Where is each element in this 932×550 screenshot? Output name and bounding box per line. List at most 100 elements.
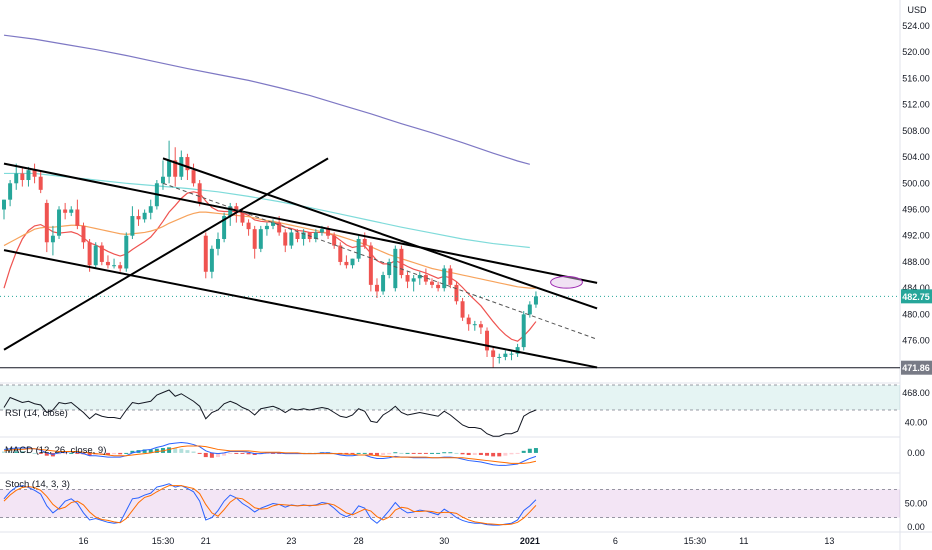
candle[interactable] <box>57 206 62 239</box>
candle[interactable] <box>20 166 25 187</box>
candle[interactable] <box>69 206 74 217</box>
candle[interactable] <box>356 235 361 262</box>
candle[interactable] <box>283 229 288 253</box>
candle[interactable] <box>271 219 276 230</box>
price-badge-bg <box>901 360 932 375</box>
candle[interactable] <box>491 347 496 368</box>
candle[interactable] <box>14 163 19 190</box>
candle[interactable] <box>460 297 465 321</box>
candle[interactable] <box>222 212 227 243</box>
candle[interactable] <box>63 202 68 220</box>
candle[interactable] <box>228 202 233 226</box>
candle[interactable] <box>167 140 172 184</box>
channel-midline[interactable] <box>162 182 598 340</box>
macd-histogram-bar <box>69 452 74 454</box>
macd-histogram-bar <box>344 452 349 455</box>
candle[interactable] <box>246 219 251 236</box>
macd-histogram-bar <box>87 452 92 456</box>
macd-histogram-bar <box>240 452 245 454</box>
candle[interactable] <box>344 255 349 269</box>
candle[interactable] <box>142 209 147 223</box>
candle[interactable] <box>515 343 520 357</box>
candle[interactable] <box>393 245 398 292</box>
candle[interactable] <box>216 232 220 256</box>
candle[interactable] <box>75 199 80 230</box>
macd-tick-label: 0.00 <box>907 448 925 458</box>
candle[interactable] <box>472 320 477 331</box>
candle[interactable] <box>264 222 269 236</box>
candle[interactable] <box>112 258 117 269</box>
candle[interactable] <box>136 209 141 226</box>
candle[interactable] <box>332 232 337 249</box>
candle[interactable] <box>527 301 532 318</box>
trend-line[interactable] <box>3 249 598 369</box>
trend-line[interactable] <box>3 157 329 351</box>
ellipse-annotation[interactable] <box>550 275 583 289</box>
macd-histogram-bar <box>20 451 25 453</box>
candle[interactable] <box>387 258 392 279</box>
candle[interactable] <box>478 320 483 335</box>
candle[interactable] <box>81 222 86 249</box>
candle[interactable] <box>430 278 434 289</box>
candle[interactable] <box>503 350 508 361</box>
candle[interactable] <box>485 327 490 357</box>
candle[interactable] <box>93 242 98 269</box>
candle[interactable] <box>442 265 447 292</box>
candle[interactable] <box>307 232 312 243</box>
candle[interactable] <box>411 275 416 292</box>
candle[interactable] <box>301 229 306 246</box>
time-tick-label: 15:30 <box>684 536 707 546</box>
macd-histogram-bar <box>112 452 117 455</box>
candle[interactable] <box>399 245 404 279</box>
macd-label: MACD (12, 26, close, 9) <box>5 445 106 456</box>
candle[interactable] <box>130 206 135 239</box>
candle[interactable] <box>2 199 6 220</box>
candle[interactable] <box>99 242 104 266</box>
candle[interactable] <box>509 350 514 361</box>
macd-histogram-bar <box>197 452 202 454</box>
candle[interactable] <box>381 271 386 295</box>
candle[interactable] <box>252 225 257 259</box>
candle[interactable] <box>313 229 318 243</box>
candle[interactable] <box>436 281 441 292</box>
candle[interactable] <box>148 199 153 220</box>
candle[interactable] <box>203 232 208 279</box>
candle[interactable] <box>521 311 526 351</box>
candle[interactable] <box>466 314 471 331</box>
candle[interactable] <box>417 271 422 285</box>
trend-line[interactable] <box>3 162 598 284</box>
candle[interactable] <box>26 166 31 187</box>
candle[interactable] <box>209 245 214 279</box>
price-tick-label: 524.00 <box>902 21 930 31</box>
candle[interactable] <box>50 225 55 256</box>
candle[interactable] <box>405 271 410 289</box>
candle[interactable] <box>374 278 379 298</box>
macd-histogram-bar <box>454 452 459 454</box>
candle[interactable] <box>497 353 502 364</box>
trend-line[interactable] <box>162 157 598 310</box>
candle[interactable] <box>160 160 165 190</box>
candle[interactable] <box>32 163 37 184</box>
candle[interactable] <box>350 258 355 269</box>
candle[interactable] <box>289 229 294 249</box>
candle[interactable] <box>423 268 428 285</box>
candle[interactable] <box>8 180 13 207</box>
candle[interactable] <box>105 255 110 269</box>
price-badge-bg <box>901 289 932 304</box>
candle[interactable] <box>44 199 49 253</box>
candle[interactable] <box>124 232 129 272</box>
candle[interactable] <box>191 163 196 187</box>
candle[interactable] <box>38 170 43 194</box>
candle-body <box>246 222 251 230</box>
candle-body <box>185 157 190 171</box>
candle[interactable] <box>258 225 263 253</box>
candle[interactable] <box>338 242 343 266</box>
candle[interactable] <box>118 261 123 272</box>
candle[interactable] <box>173 147 178 187</box>
candle[interactable] <box>533 291 538 308</box>
candle[interactable] <box>448 265 453 289</box>
candle[interactable] <box>197 180 202 207</box>
candle[interactable] <box>454 281 459 305</box>
candle[interactable] <box>368 242 373 292</box>
